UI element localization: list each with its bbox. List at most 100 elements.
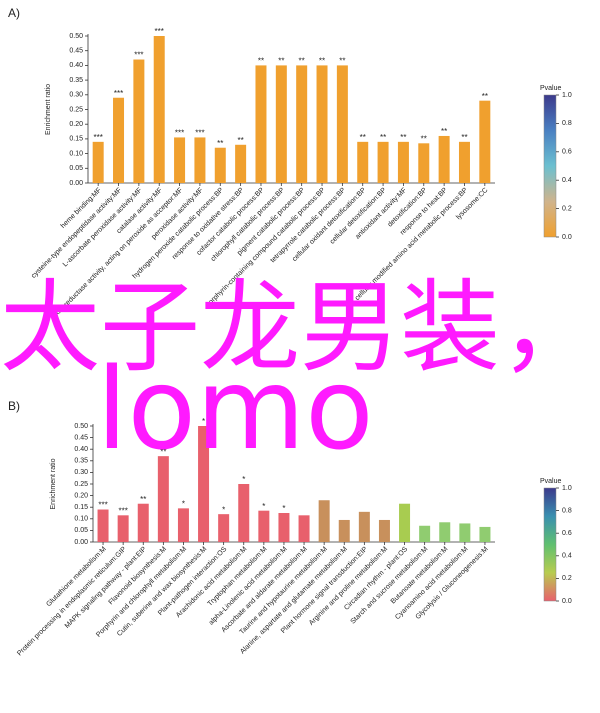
- y-axis-label: Enrichment ratio: [45, 84, 52, 135]
- significance-label: **: [258, 57, 264, 66]
- x-tick-label: L-ascorbate peroxidase activity:MF: [62, 187, 144, 269]
- bar: [479, 526, 491, 542]
- bar: [278, 513, 290, 542]
- significance-label: **: [278, 57, 284, 66]
- colorbar-title: Pvalue: [540, 85, 562, 92]
- bar: [298, 515, 310, 542]
- significance-label: **: [217, 139, 223, 148]
- bar: [296, 65, 308, 183]
- bar: [174, 137, 186, 183]
- bar: [133, 59, 145, 183]
- y-tick-label: 0.05: [74, 527, 88, 534]
- colorbar-tick-label: 0.6: [562, 149, 572, 156]
- panel-label: A): [8, 6, 20, 20]
- bar: [198, 426, 210, 542]
- x-tick-label: tetrapyrrole catabolic process:BP: [270, 187, 348, 265]
- significance-label: ***: [114, 89, 123, 98]
- overlay-text: 太子龙男装，: [0, 269, 600, 386]
- y-tick-label: 0.35: [69, 77, 83, 84]
- significance-label: **: [319, 57, 325, 66]
- significance-label: **: [421, 134, 427, 143]
- y-tick-label: 0.10: [74, 516, 88, 523]
- y-tick-label: 0.45: [69, 48, 83, 55]
- bar: [258, 510, 270, 542]
- bar: [214, 147, 226, 183]
- significance-label: **: [441, 127, 447, 136]
- significance-label: **: [360, 133, 366, 142]
- colorbar-tick-label: 0.8: [562, 507, 572, 514]
- overlay-text: lomo: [96, 345, 373, 475]
- bar: [377, 141, 389, 183]
- bar: [459, 523, 471, 542]
- significance-label: ***: [118, 506, 127, 515]
- bar: [275, 65, 287, 183]
- significance-label: *: [182, 499, 185, 508]
- y-tick-label: 0.00: [74, 539, 88, 546]
- significance-label: ***: [134, 51, 143, 60]
- y-tick-label: 0.15: [69, 136, 83, 143]
- significance-label: *: [282, 504, 285, 513]
- colorbar: [543, 94, 557, 238]
- bar: [438, 135, 450, 183]
- y-tick-label: 0.20: [69, 121, 83, 128]
- colorbar-tick-label: 0.2: [562, 205, 572, 212]
- bar: [194, 137, 206, 183]
- colorbar-tick-label: 0.2: [562, 575, 572, 582]
- y-tick-label: 0.00: [69, 180, 83, 187]
- y-tick-label: 0.05: [69, 165, 83, 172]
- y-tick-label: 0.45: [74, 434, 88, 441]
- y-tick-label: 0.25: [69, 106, 83, 113]
- significance-label: ***: [175, 129, 184, 138]
- bar: [358, 511, 370, 542]
- significance-label: *: [222, 505, 225, 514]
- significance-label: **: [339, 57, 345, 66]
- bar: [318, 500, 330, 542]
- bar: [336, 65, 348, 183]
- significance-label: ***: [98, 501, 107, 510]
- y-tick-label: 0.40: [74, 446, 88, 453]
- y-tick-label: 0.30: [69, 92, 83, 99]
- bar: [439, 522, 451, 542]
- significance-label: **: [299, 57, 305, 66]
- bar: [399, 503, 411, 542]
- bar: [92, 141, 104, 183]
- y-tick-label: 0.50: [74, 423, 88, 430]
- bar: [255, 65, 267, 183]
- significance-label: **: [238, 136, 244, 145]
- y-tick-label: 0.20: [74, 492, 88, 499]
- significance-label: **: [140, 495, 146, 504]
- bar: [458, 141, 470, 183]
- significance-label: *: [242, 475, 245, 484]
- significance-label: **: [380, 133, 386, 142]
- colorbar-tick-label: 0.8: [562, 120, 572, 127]
- panel-label: B): [8, 399, 20, 413]
- bar: [235, 144, 247, 183]
- x-tick-label: cellular oxidant detoxification:BP: [291, 187, 367, 263]
- bar: [238, 484, 250, 542]
- bar: [153, 36, 165, 183]
- y-tick-label: 0.35: [74, 458, 88, 465]
- bar: [157, 456, 169, 542]
- colorbar-tick-label: 0.0: [562, 234, 572, 241]
- y-tick-label: 0.15: [74, 504, 88, 511]
- y-tick-label: 0.40: [69, 62, 83, 69]
- colorbar-tick-label: 1.0: [562, 485, 572, 492]
- y-tick-label: 0.25: [74, 481, 88, 488]
- bar: [338, 519, 350, 542]
- colorbar-tick-label: 0.6: [562, 530, 572, 537]
- significance-label: ***: [195, 129, 204, 138]
- y-tick-label: 0.30: [74, 469, 88, 476]
- bar: [117, 515, 129, 542]
- significance-label: **: [400, 133, 406, 142]
- y-axis-label: Enrichment ratio: [50, 458, 57, 509]
- significance-label: ***: [155, 27, 164, 36]
- bar: [97, 509, 109, 542]
- bar: [479, 100, 491, 183]
- colorbar-title: Pvalue: [540, 478, 562, 485]
- colorbar-tick-label: 0.4: [562, 177, 572, 184]
- colorbar-tick-label: 0.4: [562, 553, 572, 560]
- bar: [316, 65, 328, 183]
- bar: [218, 514, 230, 542]
- bar: [177, 508, 189, 542]
